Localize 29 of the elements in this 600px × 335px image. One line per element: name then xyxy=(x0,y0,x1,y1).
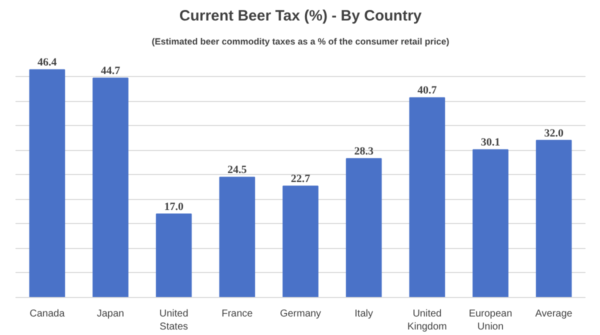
x-tick-label: France xyxy=(222,308,254,320)
bar xyxy=(92,78,128,298)
x-tick-label: Japan xyxy=(96,308,124,320)
bar xyxy=(409,97,446,298)
data-label: 44.7 xyxy=(100,65,121,78)
bar xyxy=(282,186,318,298)
data-label: 40.7 xyxy=(418,84,438,97)
bar xyxy=(536,140,572,298)
chart-title: Current Beer Tax (%) - By Country xyxy=(179,8,422,24)
data-label: 22.7 xyxy=(290,173,311,186)
chart-subtitle: (Estimated beer commodity taxes as a % of the consumer retail price) xyxy=(152,36,450,46)
data-label: 17.0 xyxy=(164,201,184,214)
data-label: 32.0 xyxy=(544,127,564,140)
x-tick-label: Average xyxy=(535,308,573,320)
x-tick-label: United States xyxy=(159,308,188,333)
data-label: 24.5 xyxy=(228,164,248,176)
x-tick-label: Germany xyxy=(280,308,322,320)
x-tick-label: Italy xyxy=(354,308,374,320)
x-tick-label: Canada xyxy=(30,308,66,320)
data-label: 30.1 xyxy=(480,136,500,149)
bar xyxy=(219,176,256,298)
data-label: 28.3 xyxy=(354,146,374,158)
bar xyxy=(29,69,66,298)
x-tick-label: United Kingdom xyxy=(407,308,447,333)
data-label: 46.4 xyxy=(38,56,58,69)
x-tick-label: European Union xyxy=(468,308,512,333)
bar xyxy=(472,149,508,298)
bar xyxy=(346,158,382,298)
bar xyxy=(156,214,192,298)
